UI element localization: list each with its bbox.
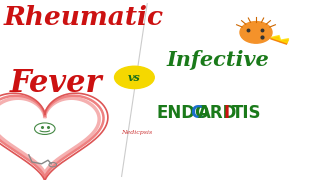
Text: Nedicpsis: Nedicpsis — [122, 130, 153, 135]
Text: C: C — [190, 104, 202, 122]
Ellipse shape — [240, 22, 272, 43]
Polygon shape — [271, 36, 289, 43]
Text: TIS: TIS — [232, 104, 261, 122]
Text: ENDO: ENDO — [157, 104, 210, 122]
Text: Fever: Fever — [10, 68, 102, 99]
Text: ARD: ARD — [198, 104, 238, 122]
Text: I: I — [223, 104, 229, 122]
Text: Infective: Infective — [166, 50, 269, 70]
Polygon shape — [270, 37, 288, 44]
Text: Rheumatic: Rheumatic — [3, 5, 163, 30]
Text: vs: vs — [128, 72, 141, 83]
Circle shape — [115, 66, 154, 89]
